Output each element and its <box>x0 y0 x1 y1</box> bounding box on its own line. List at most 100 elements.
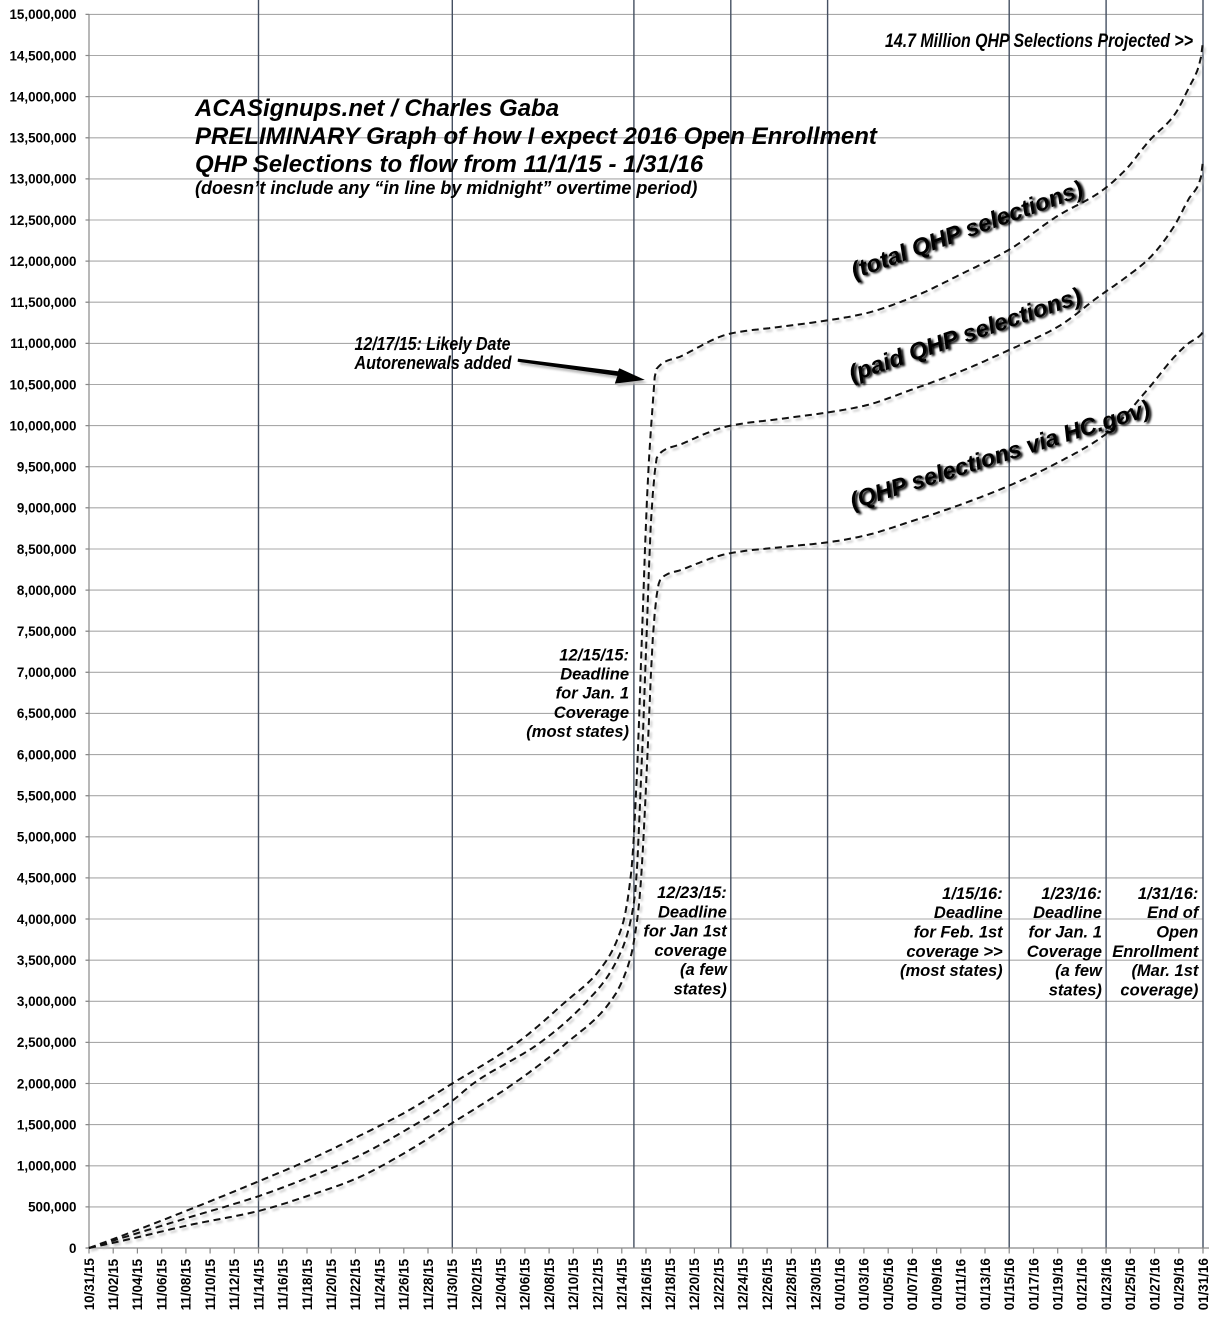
svg-text:End of: End of <box>1147 904 1200 922</box>
svg-text:11/28/15: 11/28/15 <box>421 1258 436 1310</box>
svg-text:01/31/16: 01/31/16 <box>1196 1258 1211 1310</box>
svg-text:PRELIMINARY Graph of how I exp: PRELIMINARY Graph of how I expect 2016 O… <box>195 123 878 150</box>
svg-text:12/12/15: 12/12/15 <box>590 1258 605 1311</box>
svg-text:for Feb. 1st: for Feb. 1st <box>914 924 1004 942</box>
svg-text:12/28/15: 12/28/15 <box>784 1258 799 1311</box>
svg-text:01/11/16: 01/11/16 <box>954 1259 969 1310</box>
svg-text:01/27/16: 01/27/16 <box>1147 1258 1162 1310</box>
svg-text:6,500,000: 6,500,000 <box>17 706 77 721</box>
svg-text:01/19/16: 01/19/16 <box>1051 1258 1066 1310</box>
svg-text:12/02/15: 12/02/15 <box>469 1258 484 1311</box>
svg-text:10,000,000: 10,000,000 <box>9 418 76 433</box>
svg-text:for Jan 1st: for Jan 1st <box>643 923 728 941</box>
svg-text:7,500,000: 7,500,000 <box>17 624 77 639</box>
svg-text:11/10/15: 11/10/15 <box>203 1258 218 1310</box>
svg-text:1/31/16:: 1/31/16: <box>1138 885 1199 903</box>
svg-text:states): states) <box>1049 981 1103 999</box>
svg-text:01/07/16: 01/07/16 <box>905 1258 920 1310</box>
svg-text:14.7 Million QHP Selections Pr: 14.7 Million QHP Selections Projected >> <box>885 31 1193 52</box>
svg-text:01/21/16: 01/21/16 <box>1075 1258 1090 1310</box>
svg-text:Enrollment: Enrollment <box>1112 943 1200 961</box>
svg-text:11/26/15: 11/26/15 <box>397 1258 412 1310</box>
svg-text:9,500,000: 9,500,000 <box>17 460 77 475</box>
svg-text:12,000,000: 12,000,000 <box>9 254 76 269</box>
svg-text:1/15/16:: 1/15/16: <box>942 885 1003 903</box>
svg-text:coverage >>: coverage >> <box>906 943 1003 961</box>
svg-text:for Jan. 1: for Jan. 1 <box>1029 924 1102 942</box>
svg-text:11/14/15: 11/14/15 <box>251 1258 266 1310</box>
svg-text:Deadline: Deadline <box>560 666 629 684</box>
svg-text:11/12/15: 11/12/15 <box>227 1258 242 1310</box>
svg-text:12/30/15: 12/30/15 <box>808 1258 823 1311</box>
svg-text:(most states): (most states) <box>900 962 1003 980</box>
svg-text:Coverage: Coverage <box>1027 943 1102 961</box>
svg-text:11/04/15: 11/04/15 <box>130 1258 145 1310</box>
svg-text:ACASignups.net / Charles Gaba: ACASignups.net / Charles Gaba <box>194 95 559 122</box>
svg-text:7,000,000: 7,000,000 <box>17 665 77 680</box>
svg-text:8,000,000: 8,000,000 <box>17 583 77 598</box>
svg-text:3,500,000: 3,500,000 <box>17 953 77 968</box>
svg-text:coverage: coverage <box>654 942 726 960</box>
svg-text:01/15/16: 01/15/16 <box>1002 1258 1017 1310</box>
svg-text:1/23/16:: 1/23/16: <box>1041 885 1102 903</box>
svg-text:12/14/15: 12/14/15 <box>615 1258 630 1311</box>
svg-text:2,000,000: 2,000,000 <box>17 1076 77 1091</box>
svg-text:Coverage: Coverage <box>554 704 629 722</box>
svg-text:(most states): (most states) <box>526 723 629 741</box>
svg-text:11/20/15: 11/20/15 <box>324 1258 339 1310</box>
svg-text:coverage): coverage) <box>1120 981 1198 999</box>
svg-text:15,000,000: 15,000,000 <box>9 7 76 22</box>
svg-text:14,000,000: 14,000,000 <box>9 89 76 104</box>
svg-text:12/22/15: 12/22/15 <box>711 1258 726 1311</box>
svg-text:12/06/15: 12/06/15 <box>518 1258 533 1311</box>
svg-text:12/18/15: 12/18/15 <box>663 1258 678 1311</box>
svg-text:4,000,000: 4,000,000 <box>17 912 77 927</box>
svg-text:Open: Open <box>1156 924 1198 942</box>
svg-text:01/25/16: 01/25/16 <box>1123 1258 1138 1310</box>
svg-text:14,500,000: 14,500,000 <box>9 48 76 63</box>
svg-text:13,500,000: 13,500,000 <box>9 131 76 146</box>
svg-text:12/08/15: 12/08/15 <box>542 1258 557 1311</box>
svg-text:12/10/15: 12/10/15 <box>566 1258 581 1311</box>
svg-text:11/06/15: 11/06/15 <box>155 1258 170 1310</box>
svg-text:states): states) <box>674 981 728 999</box>
svg-text:01/29/16: 01/29/16 <box>1172 1258 1187 1310</box>
svg-text:0: 0 <box>69 1241 76 1256</box>
svg-text:11/22/15: 11/22/15 <box>348 1258 363 1310</box>
svg-text:for Jan. 1: for Jan. 1 <box>556 685 629 703</box>
svg-text:1,500,000: 1,500,000 <box>17 1117 77 1132</box>
svg-text:Deadline: Deadline <box>1033 904 1102 922</box>
svg-text:12/24/15: 12/24/15 <box>736 1258 751 1311</box>
svg-text:11,000,000: 11,000,000 <box>10 336 76 351</box>
svg-text:11/02/15: 11/02/15 <box>106 1258 121 1310</box>
svg-text:Deadline: Deadline <box>934 904 1003 922</box>
svg-text:5,500,000: 5,500,000 <box>17 789 77 804</box>
svg-text:3,000,000: 3,000,000 <box>17 994 77 1009</box>
svg-text:9,000,000: 9,000,000 <box>17 501 77 516</box>
svg-text:11,500,000: 11,500,000 <box>10 295 76 310</box>
svg-text:4,500,000: 4,500,000 <box>17 871 77 886</box>
svg-text:Autorenewals added: Autorenewals added <box>354 353 513 373</box>
svg-text:12/23/15:: 12/23/15: <box>657 884 727 902</box>
svg-text:5,000,000: 5,000,000 <box>17 830 77 845</box>
svg-text:01/05/16: 01/05/16 <box>881 1258 896 1310</box>
svg-text:6,000,000: 6,000,000 <box>17 747 77 762</box>
svg-text:12/15/15:: 12/15/15: <box>559 647 629 665</box>
svg-text:11/08/15: 11/08/15 <box>179 1258 194 1310</box>
svg-text:12/17/15: Likely Date: 12/17/15: Likely Date <box>355 334 511 354</box>
svg-text:01/13/16: 01/13/16 <box>978 1258 993 1310</box>
svg-text:500,000: 500,000 <box>28 1200 76 1215</box>
svg-text:13,000,000: 13,000,000 <box>9 172 76 187</box>
svg-text:11/18/15: 11/18/15 <box>300 1258 315 1310</box>
svg-text:12/16/15: 12/16/15 <box>639 1258 654 1311</box>
svg-text:01/09/16: 01/09/16 <box>929 1258 944 1310</box>
svg-text:1,000,000: 1,000,000 <box>17 1159 77 1174</box>
svg-text:01/01/16: 01/01/16 <box>833 1258 848 1310</box>
svg-text:(a few: (a few <box>1055 962 1103 980</box>
svg-text:QHP Selections to flow from 11: QHP Selections to flow from 11/1/15 - 1/… <box>195 151 704 178</box>
svg-text:(Mar. 1st: (Mar. 1st <box>1131 962 1199 980</box>
svg-text:11/16/15: 11/16/15 <box>276 1258 291 1310</box>
svg-text:2,500,000: 2,500,000 <box>17 1035 77 1050</box>
svg-text:10/31/15: 10/31/15 <box>82 1258 97 1311</box>
svg-text:11/30/15: 11/30/15 <box>445 1258 460 1310</box>
